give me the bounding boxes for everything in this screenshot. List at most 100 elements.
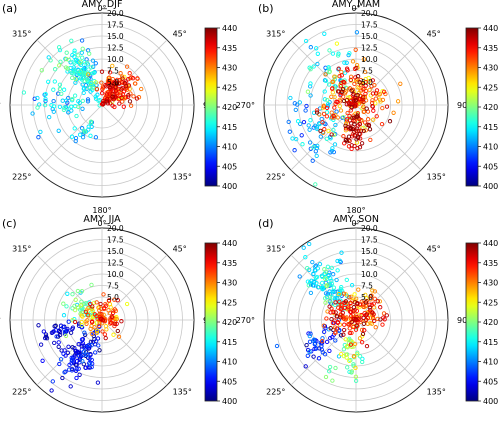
data-point (134, 96, 140, 101)
data-point (327, 48, 332, 53)
radial-tick-label: 15.0 (361, 247, 378, 256)
panel-label: (b) (258, 2, 274, 15)
angle-tick-label: 315° (266, 29, 285, 38)
data-point (82, 332, 88, 337)
data-point (93, 61, 98, 66)
angle-tick-label: 180° (92, 206, 111, 215)
data-point (360, 359, 365, 365)
data-point (378, 305, 383, 310)
colorbar-tick-label: 405 (222, 162, 237, 171)
data-point (38, 129, 43, 135)
data-point (56, 45, 62, 50)
data-point (83, 300, 89, 306)
data-point (338, 286, 343, 292)
data-point (56, 344, 61, 349)
data-point (310, 158, 315, 163)
data-point (315, 51, 320, 56)
data-point (324, 105, 330, 111)
colorbar-tick-label: 420 (483, 103, 498, 112)
data-point (365, 117, 371, 122)
data-point (90, 58, 96, 63)
data-point (89, 65, 94, 70)
data-point (110, 103, 115, 108)
data-point (345, 365, 350, 370)
data-point (384, 313, 389, 318)
data-point (66, 367, 72, 372)
data-point (51, 329, 56, 334)
data-point (368, 293, 374, 299)
data-point (95, 380, 101, 385)
data-point (86, 305, 91, 311)
data-point (337, 103, 342, 109)
data-point (338, 93, 343, 98)
data-point (356, 287, 361, 292)
data-point (322, 296, 328, 301)
data-point (62, 331, 68, 336)
data-point (365, 321, 370, 326)
data-point (288, 95, 293, 101)
data-point (324, 114, 330, 119)
data-point (112, 323, 117, 329)
data-point (308, 331, 313, 336)
data-point (318, 134, 323, 139)
data-point (73, 362, 78, 367)
data-point (349, 319, 354, 325)
radial-tick-label: 17.5 (107, 236, 124, 245)
data-point (81, 128, 86, 133)
data-point (361, 128, 366, 134)
colorbar-tick-label: 400 (222, 182, 237, 191)
angle-tick-label: 90° (457, 101, 471, 110)
data-point (46, 79, 51, 84)
radial-tick-label: 17.5 (361, 21, 378, 30)
data-point (331, 132, 337, 137)
colorbar-tick-label: 430 (222, 279, 237, 288)
data-point (348, 309, 354, 315)
data-point (331, 272, 336, 277)
data-point (377, 92, 382, 97)
colorbar-gradient (465, 242, 479, 402)
data-point (85, 344, 91, 350)
data-point (104, 99, 110, 104)
data-point (110, 94, 115, 99)
colorbar-tick-label: 415 (483, 338, 498, 347)
data-point (52, 324, 57, 329)
data-point (78, 303, 84, 308)
data-point (79, 337, 85, 342)
data-point (308, 84, 313, 89)
data-point (364, 106, 369, 111)
data-point (89, 343, 94, 348)
data-point (76, 353, 82, 359)
data-point (126, 94, 131, 100)
panel-label: (a) (2, 2, 17, 15)
data-point (391, 110, 396, 115)
colorbar-tick-label: 405 (483, 162, 498, 171)
data-point (354, 30, 360, 35)
data-point (36, 323, 41, 328)
data-point (135, 76, 140, 81)
data-point (72, 307, 78, 313)
data-point (73, 348, 79, 354)
data-point (295, 119, 301, 124)
data-point (317, 261, 323, 267)
angle-tick-label: 225° (12, 388, 31, 397)
data-point (119, 95, 124, 100)
data-point (367, 305, 372, 310)
data-point (347, 295, 352, 300)
data-point (314, 281, 319, 286)
data-point (60, 375, 65, 381)
data-point (317, 122, 322, 127)
data-point (77, 132, 83, 137)
data-point (337, 73, 342, 79)
data-point (119, 319, 124, 324)
data-point (82, 86, 87, 91)
data-point (306, 283, 311, 288)
data-point (75, 288, 81, 294)
data-point (331, 127, 336, 133)
data-point (113, 88, 118, 94)
angle-tick-label: 225° (266, 173, 285, 182)
data-point (352, 102, 358, 107)
data-point (348, 126, 353, 131)
data-point (70, 326, 75, 332)
data-point (107, 91, 112, 97)
data-point (323, 276, 328, 281)
